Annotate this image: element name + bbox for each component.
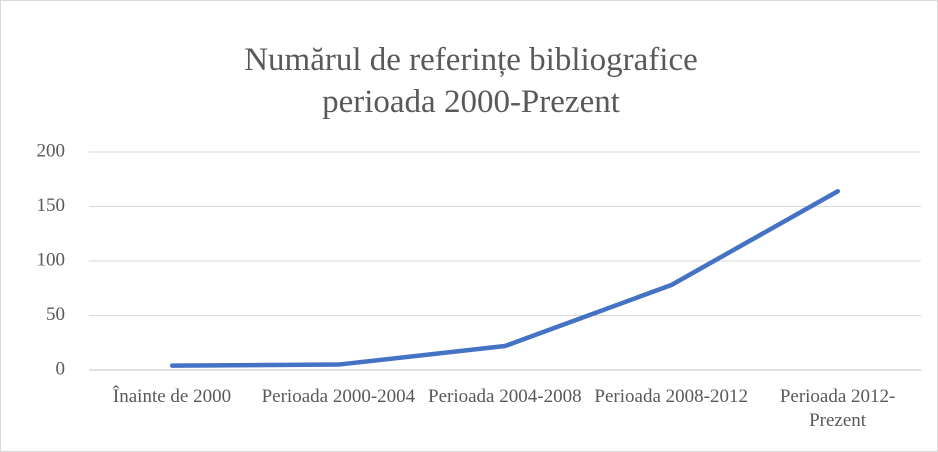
- x-tick-label: Înainte de 2000: [112, 386, 232, 407]
- y-tick-label: 200: [37, 140, 66, 161]
- x-tick-label: Perioada 2004-2008: [428, 386, 582, 407]
- x-tick-label: Perioada 2008-2012: [594, 386, 748, 407]
- chart-title: Numărul de referințe bibliografice perio…: [244, 42, 698, 120]
- x-tick-label: Perioada 2012-Prezent: [779, 386, 896, 431]
- y-tick-label: 150: [37, 195, 66, 216]
- y-tick-label: 50: [46, 304, 65, 325]
- x-tick-label: Perioada 2000-2004: [261, 386, 416, 407]
- y-tick-label: 0: [56, 358, 66, 379]
- data-line: [169, 188, 841, 368]
- y-tick-label: 100: [37, 249, 66, 270]
